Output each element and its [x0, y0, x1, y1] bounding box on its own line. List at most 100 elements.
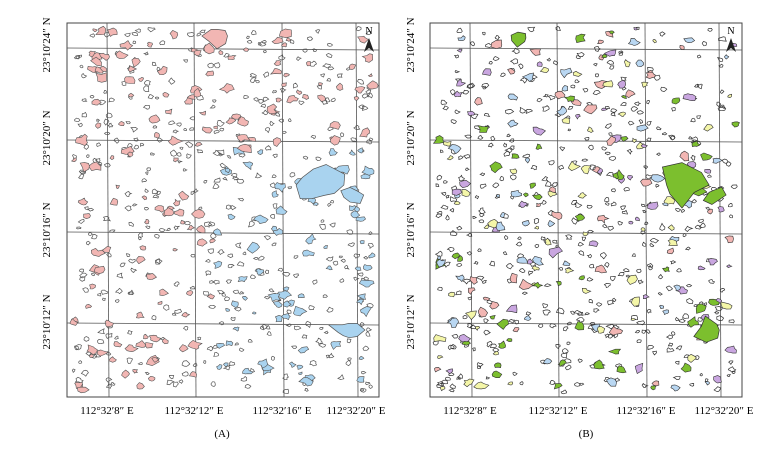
land-patch-large: [327, 323, 366, 339]
land-patch: [363, 264, 373, 271]
land-patch-outline: [575, 317, 585, 324]
land-patch: [507, 119, 519, 128]
land-patch: [662, 202, 669, 207]
land-patch-outline: [169, 149, 178, 157]
land-patch-outline: [140, 142, 145, 147]
land-patch: [662, 266, 670, 273]
land-patch-outline: [716, 315, 725, 321]
land-patch-outline: [644, 221, 649, 226]
x-tick-label: 112°32′8″ E: [80, 405, 134, 417]
land-patch-outline: [701, 40, 707, 47]
land-patch-outline: [260, 103, 266, 108]
land-patch-outline: [681, 208, 686, 213]
land-patch-outline: [212, 99, 217, 103]
land-patch-outline: [574, 79, 580, 84]
land-patch-outline: [166, 379, 175, 386]
land-patch: [275, 97, 283, 103]
land-patch-outline: [533, 218, 540, 225]
land-patch-outline: [83, 143, 89, 150]
land-patch-outline: [361, 93, 370, 99]
land-patch-outline: [311, 48, 317, 52]
land-patch: [616, 365, 627, 374]
y-tick-label: 23°10′20″ N: [41, 110, 53, 165]
land-patch-outline: [514, 319, 520, 325]
land-patch-large: [702, 186, 727, 205]
land-patch: [119, 40, 134, 51]
land-patch: [687, 354, 697, 363]
land-patch: [597, 167, 604, 174]
land-patch-outline: [565, 234, 573, 240]
land-patch-outline: [636, 339, 642, 344]
land-patch-outline: [604, 106, 611, 110]
land-patch-outline: [505, 263, 514, 270]
land-patch: [359, 306, 373, 318]
land-patch: [90, 56, 102, 67]
land-patch-outline: [226, 155, 232, 159]
land-patch-outline: [227, 253, 234, 258]
land-patch-outline: [547, 95, 556, 101]
land-patch: [522, 192, 529, 198]
land-patch-outline: [636, 268, 642, 274]
land-patch-outline: [293, 273, 299, 279]
land-patch-outline: [694, 224, 702, 230]
land-patch-outline: [634, 101, 642, 106]
land-patch-outline: [347, 242, 355, 247]
land-patch-outline: [353, 125, 361, 130]
land-patch-outline: [269, 120, 275, 126]
land-patch: [128, 92, 135, 98]
land-patch-outline: [367, 242, 374, 249]
land-patch: [359, 127, 371, 138]
land-patch: [267, 293, 281, 302]
land-patch-outline: [83, 336, 90, 342]
land-patch: [491, 370, 503, 378]
land-patch-outline: [272, 90, 277, 94]
land-patch-outline: [473, 260, 479, 265]
land-patch-outline: [186, 153, 192, 159]
land-patch-outline: [116, 272, 124, 279]
land-patch-outline: [730, 184, 738, 190]
land-patch: [127, 65, 138, 73]
land-patch-outline: [707, 174, 712, 178]
land-patch-outline: [222, 176, 228, 181]
land-patch-outline: [518, 63, 524, 70]
land-patch-outline: [587, 229, 595, 234]
land-patch: [237, 276, 248, 283]
land-patch-outline: [675, 316, 680, 322]
land-patch: [209, 238, 216, 244]
land-patch: [191, 208, 206, 219]
land-patch: [146, 41, 153, 48]
land-patch-outline: [189, 116, 195, 121]
land-patch-outline: [145, 225, 151, 229]
land-patch-outline: [483, 329, 491, 336]
land-patch: [91, 98, 102, 106]
land-patch-outline: [542, 309, 551, 316]
land-patch-outline: [114, 335, 119, 340]
land-patch-outline: [440, 192, 447, 197]
land-patch: [707, 208, 713, 215]
land-patch-outline: [206, 345, 213, 352]
land-patch: [683, 37, 696, 44]
north-arrow-icon: [726, 38, 736, 52]
land-patch: [75, 133, 88, 147]
land-patch: [724, 345, 737, 354]
land-patch-outline: [477, 248, 482, 253]
land-patch: [92, 28, 98, 33]
land-patch: [631, 137, 637, 143]
land-patch-outline: [287, 118, 292, 122]
land-patch-outline: [182, 168, 188, 172]
land-patch: [272, 137, 282, 147]
land-patch-outline: [76, 226, 82, 230]
land-patch: [603, 49, 617, 57]
land-patch: [189, 371, 198, 378]
land-patch-outline: [540, 236, 546, 241]
land-patch-outline: [718, 104, 725, 110]
land-patch: [77, 386, 90, 394]
land-patch-outline: [608, 155, 617, 161]
land-patch: [178, 190, 190, 201]
land-patch: [512, 327, 520, 333]
land-patch-outline: [261, 323, 269, 330]
land-patch: [297, 293, 305, 299]
x-tick-label: 112°32′8″ E: [443, 405, 497, 417]
grid-line-meridian: [193, 22, 197, 398]
land-patch: [297, 346, 310, 354]
